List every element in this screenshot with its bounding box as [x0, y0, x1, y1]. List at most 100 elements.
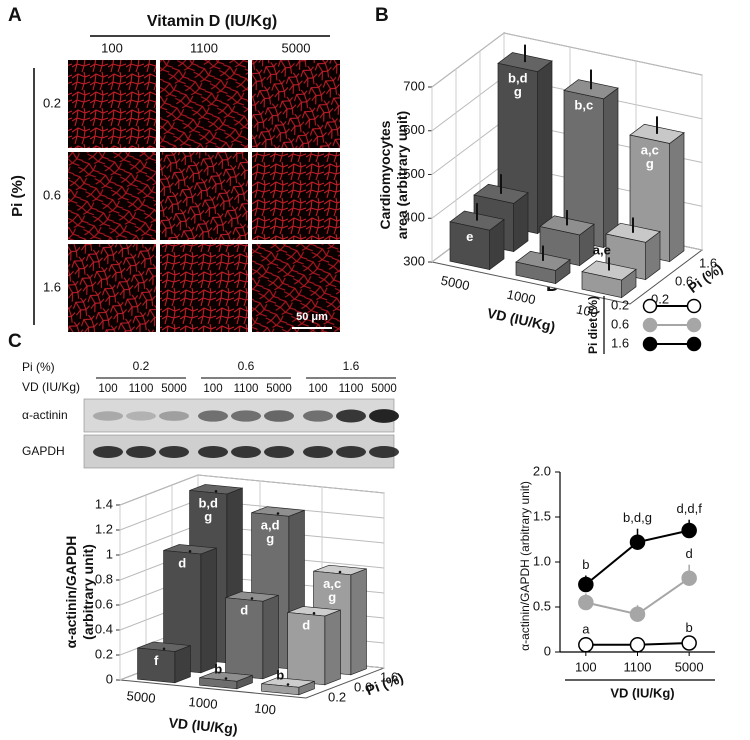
- micrograph-cells: [68, 60, 156, 148]
- x-tick-label: 100: [575, 301, 599, 320]
- x-axis-title: VD (IU/Kg): [486, 305, 557, 335]
- y-tick-label: 0.2: [95, 646, 113, 661]
- legend-title: Pi diet (%): [586, 296, 600, 354]
- bar: [449, 221, 490, 271]
- blot-band: [93, 411, 123, 421]
- blot-band: [159, 411, 189, 421]
- y-axis-title-line: α-actinin/GAPDH: [63, 536, 79, 649]
- blot-pi-group: 0.6: [238, 359, 255, 373]
- y-tick-label: 0.6: [95, 596, 113, 611]
- blot-band: [198, 446, 228, 458]
- blot-vd-tick: 100: [98, 383, 117, 395]
- scale-bar-label: 50 μm: [296, 311, 328, 323]
- bar: [515, 261, 556, 285]
- error-dot: [224, 677, 228, 680]
- bar-side: [603, 87, 619, 249]
- grid-line: [431, 120, 505, 175]
- bar-annotation-line: g: [514, 85, 522, 100]
- bar-annotation-line: b,c: [574, 98, 593, 113]
- legend-marker: [686, 317, 702, 333]
- micrograph-cells: [252, 244, 340, 332]
- x-axis-title: VD (IU/Kg): [168, 714, 238, 737]
- y-tick-label: 0.4: [95, 621, 113, 636]
- bar-annotation-line: a,c: [641, 143, 659, 158]
- bar-annotation-line: b: [276, 668, 284, 683]
- grid-line: [431, 32, 505, 88]
- marker: [681, 522, 697, 539]
- bar-annotation-line: g: [266, 532, 274, 547]
- error-dot: [338, 570, 342, 574]
- bar-side: [537, 60, 553, 235]
- micrograph-cells: [68, 152, 156, 240]
- bar: [581, 271, 622, 299]
- blot-band: [231, 446, 261, 458]
- z-tick-label: 0.6: [354, 679, 372, 694]
- row-label: 0.2: [43, 95, 61, 110]
- z-tick-label: 0.6: [675, 273, 693, 288]
- legend-label: 1.6: [611, 335, 629, 350]
- blot-vd-tick: 1100: [234, 383, 259, 395]
- blot-band: [303, 410, 333, 422]
- bar-annotation-line: d: [302, 618, 310, 633]
- blot-vd-tick: 5000: [161, 383, 187, 395]
- bar-annotation: a,d g: [261, 518, 280, 547]
- x-axis-title: VD (IU/Kg): [610, 685, 674, 700]
- blot-band: [264, 410, 294, 422]
- error-dot: [276, 512, 280, 515]
- y-axis-title-line: area (arbitrary unit): [394, 111, 410, 239]
- y-tick-label: 0: [544, 643, 551, 658]
- bar: [137, 647, 176, 684]
- legend-marker: [642, 317, 658, 333]
- grid-line: [503, 32, 703, 76]
- marker: [629, 637, 646, 653]
- legend-label: 0.2: [611, 297, 629, 312]
- y-tick-label: 1.2: [95, 521, 113, 536]
- y-tick-label: 0.5: [533, 598, 551, 613]
- blot-band: [336, 409, 366, 423]
- x-tick-label: 100: [575, 659, 597, 674]
- grid-line: [119, 474, 199, 506]
- bar-side: [350, 568, 367, 676]
- row-label: 1.6: [43, 279, 61, 294]
- error-dot: [250, 597, 254, 600]
- bar-annotation-line: d: [240, 603, 248, 618]
- grid-line: [119, 524, 199, 556]
- bar: [261, 683, 300, 696]
- panel-letter: A: [8, 5, 22, 26]
- blot-band: [231, 410, 261, 422]
- y-tick-label: 400: [403, 210, 425, 225]
- bar-annotation: e: [466, 229, 473, 244]
- marker: [578, 594, 594, 611]
- point-annotation: d: [686, 546, 693, 561]
- bar-annotation: a,e: [593, 243, 611, 258]
- bar-annotation-line: b,d: [198, 496, 218, 511]
- bar-annotation-line: g: [646, 156, 654, 171]
- bar-annotation-line: b,d: [508, 71, 528, 86]
- point-annotation: b: [582, 557, 589, 572]
- blot-vd-tick: 1100: [129, 383, 154, 395]
- point-annotation: a: [582, 622, 590, 637]
- row-label: 0.6: [43, 187, 61, 202]
- blot-band: [198, 410, 228, 422]
- x-tick-label: 1000: [188, 694, 218, 712]
- marker: [629, 606, 646, 622]
- x-tick-label: 100: [254, 700, 277, 717]
- panel-title: Vitamin D (IU/Kg): [147, 13, 277, 30]
- micrograph-cells: [160, 152, 248, 240]
- z-tick-label: 1.6: [380, 669, 398, 684]
- error-dot: [162, 647, 166, 651]
- blot-vd-tick: 100: [308, 383, 327, 395]
- point-annotation: b: [686, 620, 693, 635]
- micrograph-cells: [252, 152, 340, 240]
- y-tick-label: 1.5: [533, 508, 551, 523]
- blot-band: [369, 446, 399, 458]
- bar-side: [174, 645, 191, 684]
- x-tick-label: 5000: [126, 688, 156, 706]
- bar-annotation: d: [240, 603, 248, 618]
- y-tick-label: 1.0: [533, 553, 551, 568]
- y-tick-label: 1.4: [95, 496, 113, 511]
- marker: [629, 534, 646, 550]
- blot-band: [126, 411, 156, 421]
- bar-annotation: f: [154, 653, 159, 668]
